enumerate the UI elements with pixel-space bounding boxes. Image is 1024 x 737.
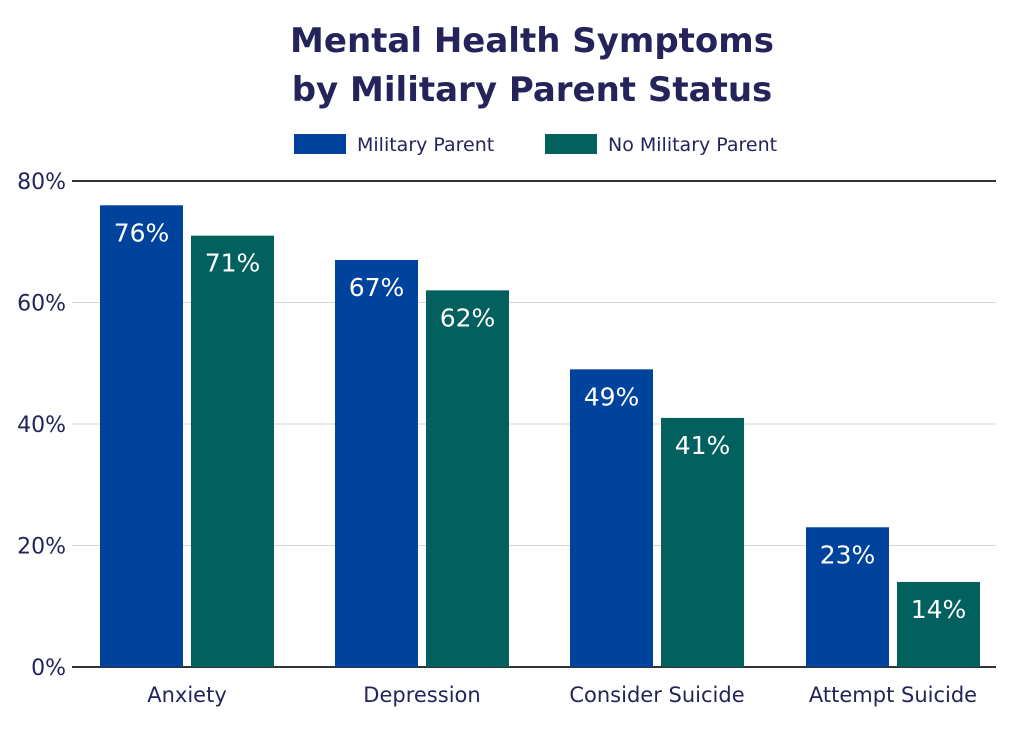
value-label-depression-no-military-parent: 62% <box>440 303 496 332</box>
bars <box>100 205 980 668</box>
x-axis-category-labels: Anxiety Depression Consider Suicide Attempt… <box>147 683 977 707</box>
x-category-label-attempt-suicide: Attempt Suicide <box>809 683 977 707</box>
y-tick-label-80: 80% <box>17 170 66 195</box>
bar-depression-military-parent <box>335 259 418 667</box>
chart-title-line-1: Mental Health Symptoms <box>290 21 774 61</box>
value-label-consider-suicide-military-parent: 49% <box>584 382 640 411</box>
value-label-anxiety-military-parent: 76% <box>114 218 170 247</box>
chart-title-line-2: by Military Parent Status <box>292 70 773 110</box>
legend-swatch-no-military-parent <box>545 134 597 154</box>
value-label-attempt-suicide-no-military-parent: 14% <box>911 595 967 624</box>
bar-anxiety-military-parent <box>100 205 183 668</box>
bar-attempt-suicide-military-parent <box>806 527 889 667</box>
y-axis-tick-labels: 0% 20% 40% 60% 80% <box>17 170 66 681</box>
bar-consider-suicide-military-parent <box>570 369 653 667</box>
y-tick-label-20: 20% <box>17 535 66 560</box>
y-tick-label-0: 0% <box>31 656 66 681</box>
value-label-consider-suicide-no-military-parent: 41% <box>675 431 731 460</box>
value-labels: 76% 71% 67% 62% 49% 41% 23% 14% <box>114 218 967 624</box>
value-label-attempt-suicide-military-parent: 23% <box>820 540 876 569</box>
y-tick-label-40: 40% <box>17 413 66 438</box>
x-category-label-anxiety: Anxiety <box>147 683 227 707</box>
y-tick-label-60: 60% <box>17 292 66 317</box>
legend: Military Parent No Military Parent <box>294 134 777 156</box>
value-label-anxiety-no-military-parent: 71% <box>205 249 261 278</box>
bar-depression-no-military-parent <box>426 290 509 667</box>
legend-label-military-parent: Military Parent <box>357 134 494 156</box>
legend-label-no-military-parent: No Military Parent <box>608 134 777 156</box>
value-label-depression-military-parent: 67% <box>349 273 405 302</box>
x-category-label-depression: Depression <box>363 683 480 707</box>
bar-anxiety-no-military-parent <box>191 235 274 668</box>
legend-swatch-military-parent <box>294 134 346 154</box>
x-category-label-consider-suicide: Consider Suicide <box>569 683 744 707</box>
bar-attempt-suicide-no-military-parent <box>897 581 980 667</box>
bar-consider-suicide-no-military-parent <box>661 417 744 667</box>
